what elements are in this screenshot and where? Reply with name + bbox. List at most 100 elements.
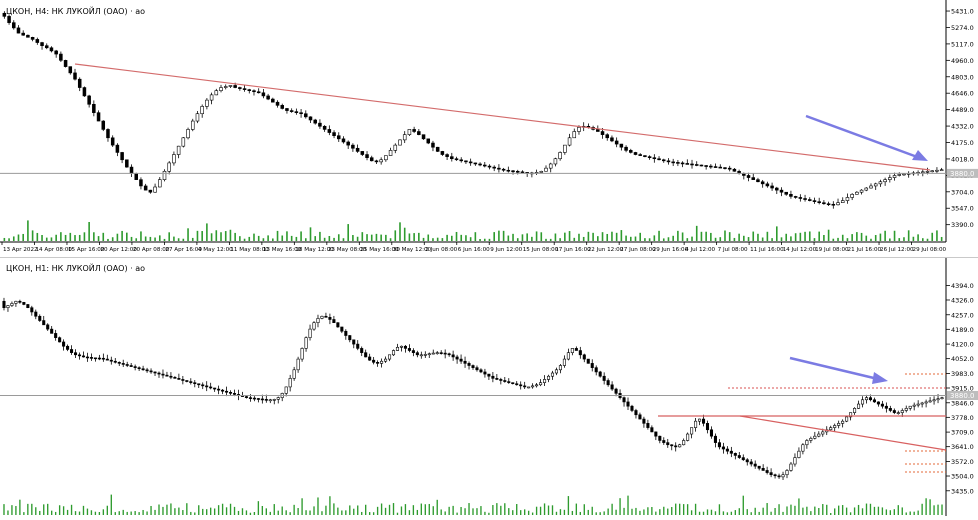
candle-body <box>351 144 355 149</box>
chart-h4-svg[interactable]: ЦКОН, H4: НК ЛУКОЙЛ (ОАО) · ao 5431.0 527… <box>0 0 978 257</box>
candle-body <box>797 450 801 458</box>
candle-body <box>670 444 674 447</box>
candle-body <box>577 127 581 132</box>
candle-body <box>6 305 10 308</box>
time-tick-label: 11 Jul 16:00 <box>750 247 784 253</box>
candle-body <box>125 364 129 366</box>
candle-body <box>387 354 392 360</box>
candle-body <box>228 85 233 87</box>
candle-body <box>723 167 727 169</box>
candle-body <box>507 381 511 383</box>
candle-body <box>630 405 634 411</box>
price-tick-label: 3435.0 <box>951 487 974 495</box>
candle-body <box>570 348 574 353</box>
candle-body <box>439 352 443 354</box>
chart-h1-svg[interactable]: ЦКОН, H1: НК ЛУКОЙЛ (ОАО) · ao 4394.0 432… <box>0 258 978 516</box>
time-tick-label: 9 Jun 12:00 <box>490 247 522 253</box>
candle-body <box>841 420 845 424</box>
candle-body <box>272 399 276 401</box>
candle-body <box>701 418 706 424</box>
candle-body <box>503 380 507 382</box>
candle-body <box>68 66 73 74</box>
candle-body <box>344 330 348 336</box>
candle-body <box>161 373 165 376</box>
candle-body <box>652 157 657 160</box>
candle-body <box>751 177 756 180</box>
candle-body <box>450 156 454 160</box>
chart-pane-h4[interactable]: ЦКОН, H4: НК ЛУКОЙЛ (ОАО) · ao 5431.0 527… <box>0 0 978 258</box>
candle-body <box>77 78 82 88</box>
candle-body <box>650 427 654 433</box>
candle-body <box>14 300 18 304</box>
candle-body <box>365 154 369 158</box>
candle-body <box>566 352 570 360</box>
candle-body <box>785 470 789 476</box>
candle-body <box>92 103 96 113</box>
candle-body <box>546 375 551 380</box>
candle-body <box>197 383 201 386</box>
candle-body <box>96 112 101 122</box>
candle-body <box>717 442 721 448</box>
candle-body <box>896 412 900 414</box>
candle-body <box>876 401 880 405</box>
candle-body <box>578 350 582 356</box>
candle-body <box>391 350 396 356</box>
price-tick-label: 4326.0 <box>951 296 974 304</box>
candle-body <box>558 152 562 160</box>
candle-body <box>435 146 440 152</box>
current-price-box <box>947 168 978 178</box>
candle-body <box>769 472 773 476</box>
candle-body <box>676 162 680 164</box>
candle-body <box>749 461 753 465</box>
candle-body <box>308 328 312 338</box>
candle-body <box>633 152 638 155</box>
volume-bars <box>3 220 943 241</box>
price-tick-label: 3547.0 <box>951 205 974 213</box>
time-tick-label: 4 Jul 12:00 <box>685 247 715 253</box>
candle-body <box>674 445 678 448</box>
candle-body <box>935 169 939 172</box>
candle-body <box>447 353 451 356</box>
price-tick-label: 4803.0 <box>951 73 974 81</box>
candle-body <box>149 370 153 373</box>
candle-body <box>360 348 364 353</box>
candle-body <box>50 328 54 334</box>
candle-body <box>379 159 383 163</box>
candle-body <box>586 358 590 364</box>
candle-body <box>610 137 614 142</box>
time-tick-label: 4 May 12:00 <box>198 247 233 253</box>
candle-body <box>10 303 14 306</box>
candle-body <box>256 91 261 94</box>
candle-body <box>426 138 431 144</box>
candle-body <box>515 383 519 386</box>
candle-body <box>550 372 555 377</box>
chart-pane-h1[interactable]: ЦКОН, H1: НК ЛУКОЙЛ (ОАО) · ao 4394.0 432… <box>0 258 978 516</box>
price-tick-label: 3915.0 <box>951 385 974 393</box>
candle-body <box>153 186 157 193</box>
candle-body <box>38 315 42 321</box>
candle-body <box>233 85 237 88</box>
price-tick-label: 3709.0 <box>951 429 974 437</box>
candle-body <box>680 162 685 165</box>
candle-body <box>531 385 535 388</box>
candle-body <box>190 120 195 130</box>
candle-body <box>101 120 106 130</box>
candle-body <box>201 384 205 387</box>
candle-body <box>139 179 143 187</box>
time-tick-label: 7 Jul 08:00 <box>718 247 748 253</box>
candle-body <box>18 300 22 303</box>
candle-body <box>860 399 865 405</box>
candle-body <box>399 345 403 348</box>
candle-body <box>368 356 372 361</box>
time-tick-label: 6 Jun 16:00 <box>458 247 490 253</box>
candles <box>2 297 944 481</box>
candle-body <box>596 129 600 132</box>
candle-body <box>167 162 171 172</box>
candle-body <box>859 189 864 193</box>
candle-body <box>158 179 162 188</box>
time-tick-label: 13 May 16:00 <box>263 247 302 253</box>
price-axis: 5431.0 5274.0 5117.0 4960.0 4803.0 4646.0 4489… <box>946 8 974 229</box>
candle-body <box>855 191 859 195</box>
candle-body <box>388 150 393 156</box>
candle-body <box>304 337 308 349</box>
